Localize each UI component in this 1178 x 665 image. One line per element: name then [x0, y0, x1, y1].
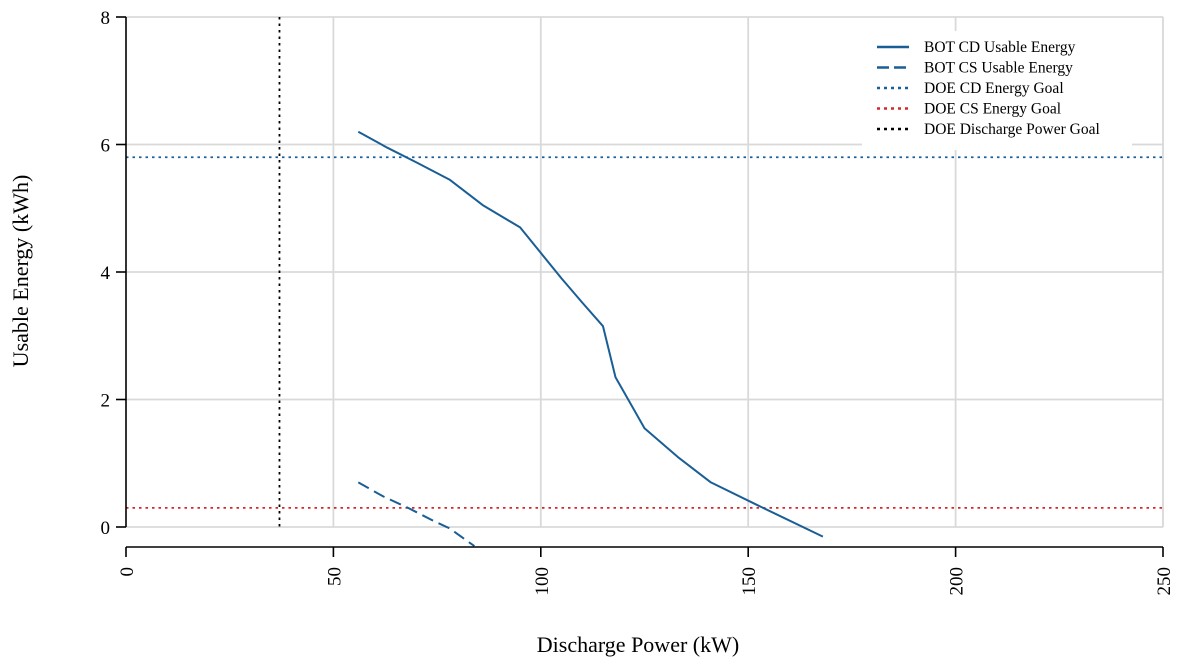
- x-tick-label: 250: [1154, 567, 1175, 596]
- x-tick-label: 50: [324, 567, 345, 586]
- y-axis-title: Usable Energy (kWh): [8, 175, 33, 368]
- legend-label: BOT CS Usable Energy: [924, 60, 1073, 77]
- legend-label: BOT CD Usable Energy: [924, 39, 1076, 56]
- axes: 0 2 4 6 8 0 50 100 150 200 250: [101, 8, 1176, 596]
- x-tick-label: 0: [117, 567, 138, 577]
- x-tick-label: 150: [739, 567, 760, 596]
- legend: BOT CD Usable Energy BOT CS Usable Energy…: [862, 31, 1132, 150]
- legend-label: DOE Discharge Power Goal: [924, 121, 1100, 138]
- reference-lines: [126, 17, 1163, 527]
- legend-label: DOE CS Energy Goal: [924, 101, 1061, 118]
- x-axis-title: Discharge Power (kW): [537, 632, 739, 657]
- y-tick-label: 8: [101, 8, 111, 29]
- x-tick-label: 100: [532, 567, 553, 596]
- grid: [126, 16, 1164, 528]
- y-tick-label: 2: [101, 391, 111, 412]
- data-series: [357, 130, 824, 547]
- y-tick-label: 0: [101, 518, 111, 539]
- y-tick-label: 4: [101, 263, 111, 284]
- y-tick-label: 6: [101, 136, 111, 157]
- x-tick-label: 200: [947, 567, 968, 596]
- series-line: [357, 481, 475, 547]
- series-line: [357, 130, 824, 538]
- legend-label: DOE CD Energy Goal: [924, 80, 1064, 97]
